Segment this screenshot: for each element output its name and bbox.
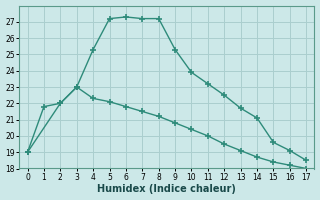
X-axis label: Humidex (Indice chaleur): Humidex (Indice chaleur): [98, 184, 236, 194]
